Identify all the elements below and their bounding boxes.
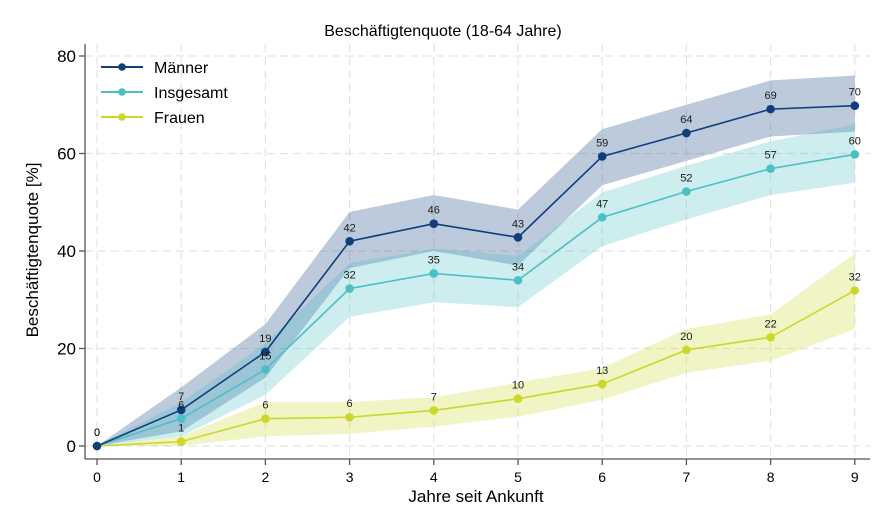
data-label-männer: 64 [680, 114, 692, 126]
data-points [92, 101, 860, 451]
data-label-männer: 19 [259, 333, 271, 345]
y-tick-label: 0 [67, 437, 76, 456]
data-point-insgesamt [850, 150, 860, 159]
data-point-männer [261, 347, 270, 357]
series-lines [96, 104, 856, 447]
data-point-insgesamt [513, 275, 523, 285]
data-label-frauen: 32 [849, 271, 861, 283]
confidence-band-frauen [97, 253, 855, 446]
data-label-frauen: 20 [680, 331, 692, 343]
x-tick-label: 2 [262, 469, 270, 485]
legend-marker [118, 113, 126, 121]
data-point-insgesamt [345, 284, 354, 293]
x-tick-label: 1 [177, 469, 185, 485]
data-point-frauen [345, 412, 354, 422]
data-point-männer [176, 405, 186, 415]
data-point-frauen [766, 332, 775, 342]
data-label-insgesamt: 47 [596, 198, 608, 210]
x-tick-label: 4 [430, 469, 438, 485]
x-tick-label: 5 [514, 469, 522, 485]
data-label-männer: 43 [512, 218, 524, 230]
y-tick-label: 40 [57, 242, 76, 261]
data-point-frauen [682, 345, 691, 355]
y-tick-label: 80 [57, 47, 76, 66]
data-point-insgesamt [429, 269, 439, 278]
data-point-männer [429, 219, 439, 228]
data-label-frauen: 1 [178, 423, 184, 435]
x-tick-label: 3 [346, 469, 354, 485]
legend-marker [118, 88, 126, 96]
data-label-männer: 46 [428, 205, 440, 217]
data-label-männer: 59 [596, 137, 608, 149]
data-point-insgesamt [682, 187, 691, 196]
x-tick-label: 6 [598, 469, 606, 485]
gridlines [85, 44, 870, 459]
y-tick-label: 60 [57, 145, 76, 164]
data-label-frauen: 6 [262, 400, 268, 412]
x-tick-label: 9 [851, 469, 859, 485]
data-point-männer [766, 104, 775, 114]
data-label-frauen: 0 [94, 427, 100, 439]
data-label-insgesamt: 57 [764, 150, 776, 162]
data-label-insgesamt: 0 [94, 427, 100, 439]
legend-item-männer: Männer [101, 60, 209, 77]
data-label-frauen: 22 [764, 318, 776, 330]
data-point-insgesamt [176, 414, 186, 424]
legend-label: Männer [154, 60, 209, 77]
data-label-insgesamt: 60 [849, 135, 861, 147]
data-point-frauen [850, 286, 860, 295]
y-tick-label: 20 [57, 340, 76, 359]
legend: Männer Insgesamt Frauen [101, 60, 228, 127]
data-label-frauen: 10 [512, 380, 524, 392]
data-point-frauen [429, 406, 439, 415]
confidence-band-insgesamt [97, 124, 855, 446]
x-axis-title: Jahre seit Ankunft [408, 487, 543, 506]
data-point-frauen [597, 379, 607, 389]
x-tick-label: 8 [767, 469, 775, 485]
x-tick-label: 0 [93, 469, 101, 485]
data-label-insgesamt: 15 [259, 350, 271, 362]
data-point-männer [597, 152, 607, 161]
series-line-frauen [96, 289, 856, 447]
legend-item-insgesamt: Insgesamt [101, 85, 228, 102]
data-label-insgesamt: 35 [428, 254, 440, 266]
data-point-männer [92, 441, 102, 451]
series-line-männer [96, 104, 855, 447]
data-point-männer [850, 101, 860, 111]
data-point-männer [345, 236, 354, 246]
data-label-frauen: 7 [431, 391, 437, 403]
data-point-insgesamt [261, 365, 270, 374]
data-label-männer: 0 [94, 427, 100, 439]
data-label-insgesamt: 52 [680, 173, 692, 185]
data-label-frauen: 6 [347, 398, 353, 410]
data-point-insgesamt [597, 213, 607, 222]
data-point-männer [513, 233, 523, 242]
data-point-frauen [513, 394, 523, 404]
legend-label: Frauen [154, 110, 205, 127]
data-label-frauen: 13 [596, 365, 608, 377]
chart-title: Beschäftigtenquote (18-64 Jahre) [324, 23, 561, 40]
legend-item-frauen: Frauen [101, 110, 205, 127]
y-axis-title: Beschäftigtenquote [%] [23, 163, 42, 338]
series-line-insgesamt [96, 153, 855, 447]
data-label-männer: 69 [764, 90, 776, 102]
data-label-männer: 42 [343, 222, 355, 234]
legend-label: Insgesamt [154, 85, 228, 102]
data-label-insgesamt: 6 [178, 400, 184, 412]
data-point-männer [682, 128, 691, 138]
data-label-insgesamt: 32 [343, 270, 355, 282]
confidence-bands [97, 75, 855, 446]
data-point-frauen [261, 414, 270, 424]
data-label-männer: 7 [178, 391, 184, 403]
x-tick-label: 7 [683, 469, 691, 485]
data-label-männer: 70 [849, 87, 861, 99]
data-point-insgesamt [766, 164, 775, 173]
data-point-frauen [176, 437, 186, 446]
legend-marker [118, 63, 126, 71]
data-label-insgesamt: 34 [512, 261, 524, 273]
confidence-band-männer [97, 75, 855, 446]
